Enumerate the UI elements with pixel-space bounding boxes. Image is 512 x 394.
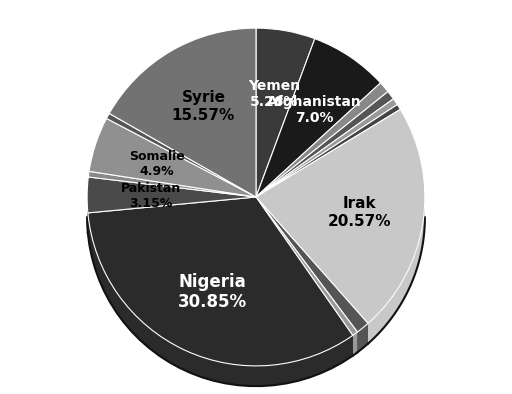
Wedge shape [87,197,256,233]
Wedge shape [256,103,388,217]
Wedge shape [87,177,256,213]
Text: Somalie
4.9%: Somalie 4.9% [129,150,184,178]
Text: Syrie
15.57%: Syrie 15.57% [172,90,235,123]
Polygon shape [88,213,353,386]
Wedge shape [256,217,368,352]
Wedge shape [89,119,256,197]
Polygon shape [87,197,88,233]
Wedge shape [256,217,357,356]
Wedge shape [256,112,393,217]
Wedge shape [88,171,256,197]
Wedge shape [256,83,388,197]
Wedge shape [256,130,425,344]
Wedge shape [256,197,368,332]
Wedge shape [256,28,315,197]
Polygon shape [357,323,368,352]
Wedge shape [109,28,256,197]
Wedge shape [88,217,353,386]
Wedge shape [256,104,400,197]
Polygon shape [353,332,357,356]
Text: Pakistan
3.15%: Pakistan 3.15% [121,182,181,210]
Wedge shape [89,139,256,217]
Wedge shape [88,191,256,217]
Wedge shape [256,99,397,197]
Text: Afghanistan
7.0%: Afghanistan 7.0% [267,95,362,125]
Wedge shape [256,110,425,323]
Wedge shape [88,197,353,366]
Text: Nigeria
30.85%: Nigeria 30.85% [178,273,247,311]
Wedge shape [256,59,380,217]
Text: Irak
20.57%: Irak 20.57% [328,197,391,229]
Wedge shape [256,125,400,217]
Wedge shape [256,39,380,197]
Wedge shape [256,48,315,217]
Wedge shape [109,48,256,217]
Wedge shape [256,197,357,335]
Polygon shape [368,197,425,344]
Wedge shape [256,119,397,217]
Wedge shape [256,91,393,197]
Wedge shape [106,113,256,197]
Wedge shape [106,134,256,217]
Text: Yemen
5.26%: Yemen 5.26% [248,79,301,109]
